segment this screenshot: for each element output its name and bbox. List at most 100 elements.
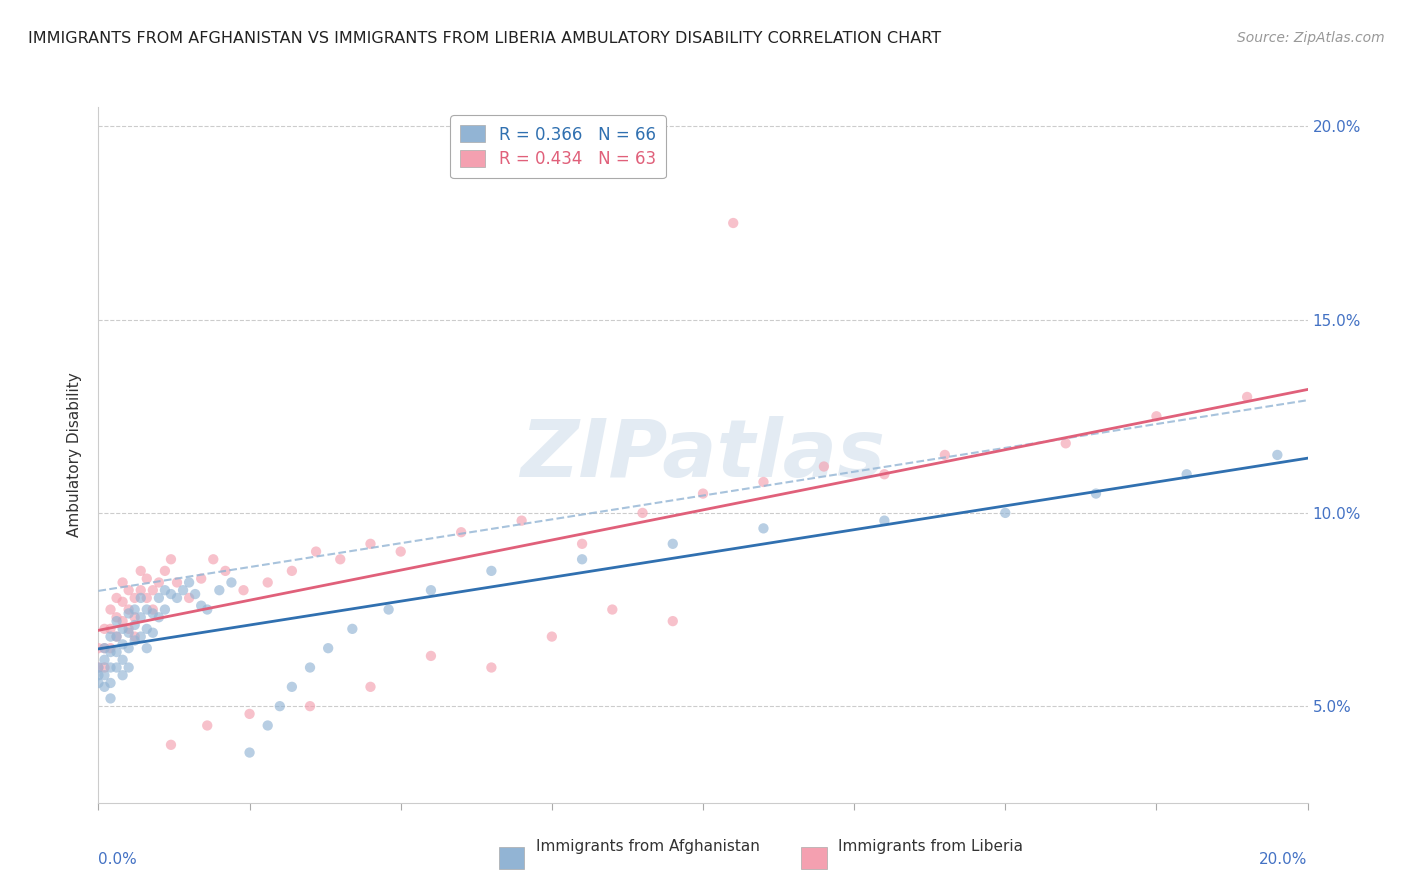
Point	[93, 668, 115, 682]
Point	[179, 591, 201, 605]
Point	[571, 552, 593, 566]
Point	[195, 602, 218, 616]
Point	[256, 575, 278, 590]
Point	[118, 641, 141, 656]
Point	[105, 614, 128, 628]
Point	[153, 564, 176, 578]
Text: 0.0%: 0.0%	[98, 852, 138, 867]
Point	[179, 575, 201, 590]
Point	[100, 691, 122, 706]
Point	[100, 660, 122, 674]
Point	[129, 630, 152, 644]
Point	[111, 637, 134, 651]
Point	[118, 607, 141, 621]
Point	[100, 645, 122, 659]
Point	[100, 630, 122, 644]
Point	[184, 587, 207, 601]
Point	[118, 583, 141, 598]
Point	[481, 564, 503, 578]
Point	[105, 630, 128, 644]
Point	[105, 591, 128, 605]
Point	[166, 575, 188, 590]
Point	[129, 564, 152, 578]
Point	[87, 641, 110, 656]
Point	[166, 591, 188, 605]
Point	[135, 591, 157, 605]
Point	[420, 648, 443, 663]
Point	[481, 660, 503, 674]
Point	[377, 602, 399, 616]
Text: IMMIGRANTS FROM AFGHANISTAN VS IMMIGRANTS FROM LIBERIA AMBULATORY DISABILITY COR: IMMIGRANTS FROM AFGHANISTAN VS IMMIGRANT…	[28, 31, 941, 46]
Point	[239, 706, 262, 721]
Point	[662, 537, 685, 551]
Point	[142, 625, 165, 640]
Point	[360, 680, 382, 694]
Point	[420, 583, 443, 598]
Point	[129, 591, 152, 605]
Point	[118, 602, 141, 616]
Point	[148, 575, 170, 590]
Point	[316, 641, 339, 656]
Point	[118, 622, 141, 636]
Point	[329, 552, 352, 566]
Point	[190, 572, 212, 586]
Point	[360, 537, 382, 551]
Point	[148, 610, 170, 624]
Point	[87, 676, 110, 690]
Point	[135, 622, 157, 636]
Point	[752, 521, 775, 535]
Point	[994, 506, 1017, 520]
Point	[124, 602, 146, 616]
Point	[281, 564, 304, 578]
Point	[172, 583, 194, 598]
Point	[692, 486, 714, 500]
Text: Immigrants from Afghanistan: Immigrants from Afghanistan	[536, 839, 759, 855]
Point	[221, 575, 243, 590]
Point	[111, 595, 134, 609]
Point	[148, 591, 170, 605]
Y-axis label: Ambulatory Disability: Ambulatory Disability	[67, 373, 83, 537]
Point	[124, 591, 146, 605]
Point	[281, 680, 304, 694]
Point	[111, 614, 134, 628]
Text: Source: ZipAtlas.com: Source: ZipAtlas.com	[1237, 31, 1385, 45]
Point	[100, 602, 122, 616]
Point	[662, 614, 685, 628]
Point	[571, 537, 593, 551]
Point	[1236, 390, 1258, 404]
Point	[142, 607, 165, 621]
Point	[105, 645, 128, 659]
Point	[160, 552, 183, 566]
Point	[124, 610, 146, 624]
Point	[202, 552, 225, 566]
Point	[450, 525, 472, 540]
Point	[105, 630, 128, 644]
Point	[118, 660, 141, 674]
Point	[723, 216, 745, 230]
Text: ZIPatlas: ZIPatlas	[520, 416, 886, 494]
Point	[87, 660, 110, 674]
Point	[135, 572, 157, 586]
Point	[1175, 467, 1198, 482]
Point	[873, 514, 896, 528]
Point	[100, 676, 122, 690]
Point	[208, 583, 231, 598]
Point	[93, 641, 115, 656]
Point	[256, 718, 278, 732]
Point	[510, 514, 533, 528]
Point	[540, 630, 562, 644]
Point	[239, 746, 262, 760]
Point	[214, 564, 236, 578]
Point	[1054, 436, 1077, 450]
Point	[93, 641, 115, 656]
Legend: R = 0.366   N = 66, R = 0.434   N = 63: R = 0.366 N = 66, R = 0.434 N = 63	[450, 115, 665, 178]
Point	[160, 587, 183, 601]
Point	[142, 583, 165, 598]
Point	[135, 602, 157, 616]
Point	[111, 653, 134, 667]
Point	[111, 575, 134, 590]
Point	[195, 718, 218, 732]
Point	[135, 641, 157, 656]
Point	[752, 475, 775, 489]
Point	[100, 641, 122, 656]
